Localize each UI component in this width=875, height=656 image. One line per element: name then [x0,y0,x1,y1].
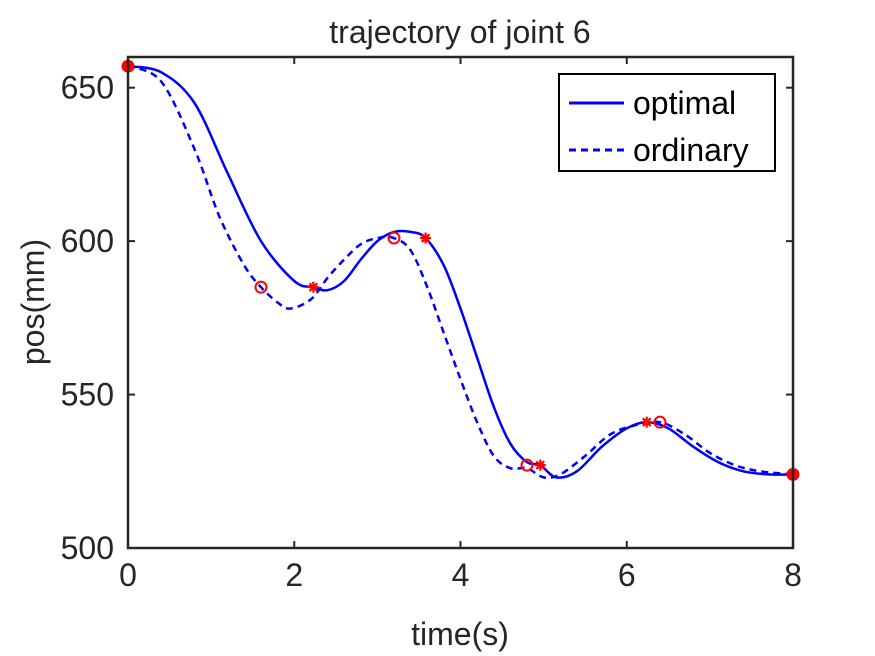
marker-layer [121,59,800,481]
x-tick-label: 8 [784,557,802,593]
y-tick-label: 650 [61,70,114,106]
ordinary-waypoint-marker [254,280,268,294]
series-layer [127,64,794,480]
chart-title: trajectory of joint 6 [329,14,590,50]
ordinary-waypoint-marker [520,458,534,472]
optimal-waypoint-marker [534,459,546,471]
y-tick-label: 550 [61,377,114,413]
legend-box [558,73,776,172]
series-line-optimal [127,64,794,479]
y-axis-label: pos(mm) [15,239,51,365]
x-tick-label: 6 [618,557,636,593]
optimal-waypoint-marker [307,281,319,293]
optimal-waypoint-marker [641,416,653,428]
legend-label-optimal: optimal [633,85,736,121]
legend: optimal ordinary [558,73,776,172]
y-tick-label: 500 [61,530,114,566]
y-tick-label: 600 [61,223,114,259]
optimal-waypoint-marker [420,232,432,244]
x-axis-label: time(s) [411,616,509,652]
tick-layer: 0 2 4 6 8 500 550 600 650 [61,57,802,593]
ordinary-waypoint-marker [387,231,401,245]
ordinary-waypoint-marker [653,415,667,429]
x-tick-label: 4 [452,557,470,593]
x-tick-label: 2 [285,557,303,593]
legend-label-ordinary: ordinary [633,132,749,168]
x-tick-label: 0 [119,557,137,593]
series-line-ordinary [127,65,794,480]
